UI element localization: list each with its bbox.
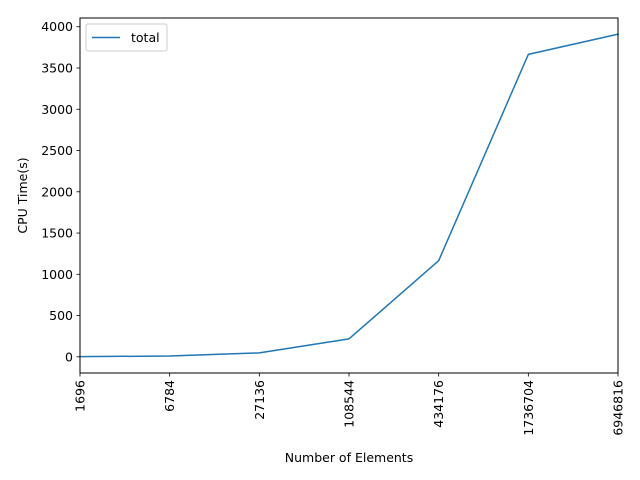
legend: total xyxy=(85,23,168,52)
x-tick-label: 108544 xyxy=(342,380,357,428)
y-tick-label: 2500 xyxy=(41,143,73,158)
x-axis-ticks: 1696 6784 27136 108544 434176 1736704 6946816 xyxy=(73,373,626,436)
x-tick-label: 434176 xyxy=(431,380,446,428)
y-axis-ticks: 0 500 1000 1500 2000 2500 3000 3500 4000 xyxy=(41,19,80,364)
x-axis-label: Number of Elements xyxy=(285,450,413,465)
x-tick-label: 1736704 xyxy=(521,380,536,436)
plot-background xyxy=(80,18,618,373)
y-tick-label: 3000 xyxy=(41,102,73,117)
legend-label-total: total xyxy=(131,30,160,45)
series-line-total xyxy=(79,33,619,358)
y-tick-label: 0 xyxy=(65,349,73,364)
y-tick-label: 4000 xyxy=(41,19,73,34)
y-axis-label: CPU Time(s) xyxy=(15,157,30,233)
y-tick-label: 500 xyxy=(49,308,73,323)
legend-box xyxy=(85,23,168,52)
x-tick-label: 6784 xyxy=(162,380,177,412)
x-tick-label: 1696 xyxy=(73,380,88,412)
plot-frame xyxy=(79,17,619,374)
y-tick-label: 1000 xyxy=(41,267,73,282)
series-layer xyxy=(79,33,619,358)
y-tick-label: 1500 xyxy=(41,226,73,241)
x-tick-label: 27136 xyxy=(252,380,267,420)
y-tick-label: 3500 xyxy=(41,61,73,76)
y-tick-label: 2000 xyxy=(41,184,73,199)
x-tick-label: 6946816 xyxy=(611,380,626,436)
